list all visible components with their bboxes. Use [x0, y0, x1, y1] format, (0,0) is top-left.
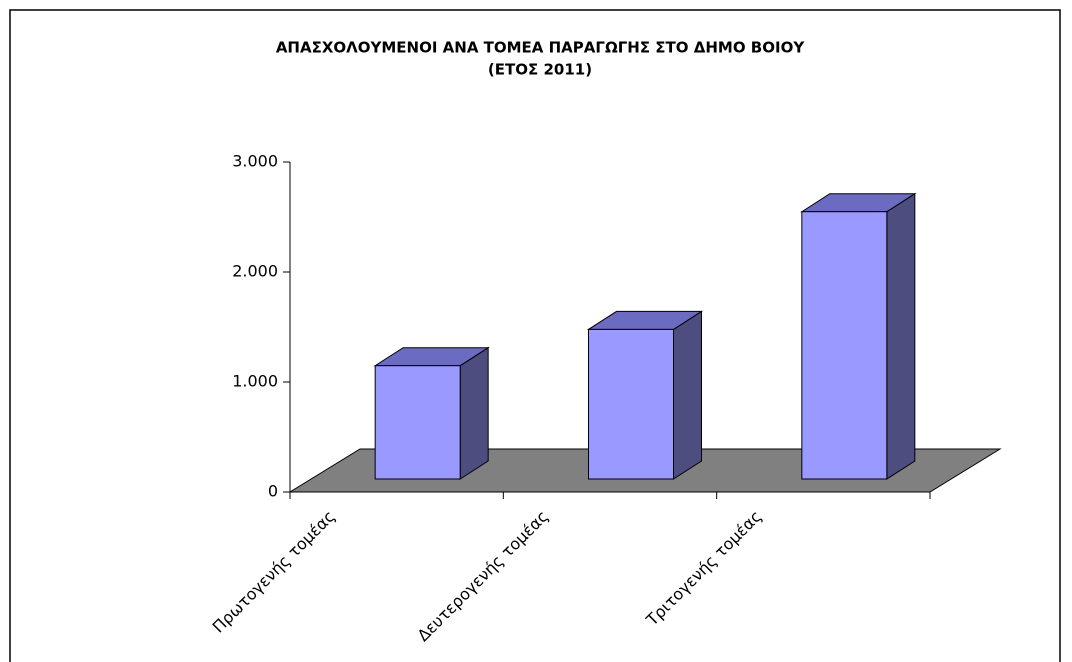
y-tick-label: 2.000	[232, 262, 278, 281]
chart-title: ΑΠΑΣΧΟΛΟΥΜΕΝΟΙ ΑΝΑ ΤΟΜΕΑ ΠΑΡΑΓΩΓΗΣ ΣΤΟ Δ…	[276, 39, 806, 57]
bar	[801, 211, 888, 480]
bar-side	[886, 192, 916, 480]
bar	[588, 328, 674, 480]
y-tick-label: 3.000	[232, 152, 278, 171]
bar	[374, 365, 461, 480]
chart-title: (ΕΤΟΣ 2011)	[488, 61, 592, 79]
bar-side	[673, 310, 702, 480]
bar-side	[459, 346, 489, 480]
y-tick-label: 0	[268, 482, 278, 501]
y-tick-label: 1.000	[232, 372, 278, 391]
